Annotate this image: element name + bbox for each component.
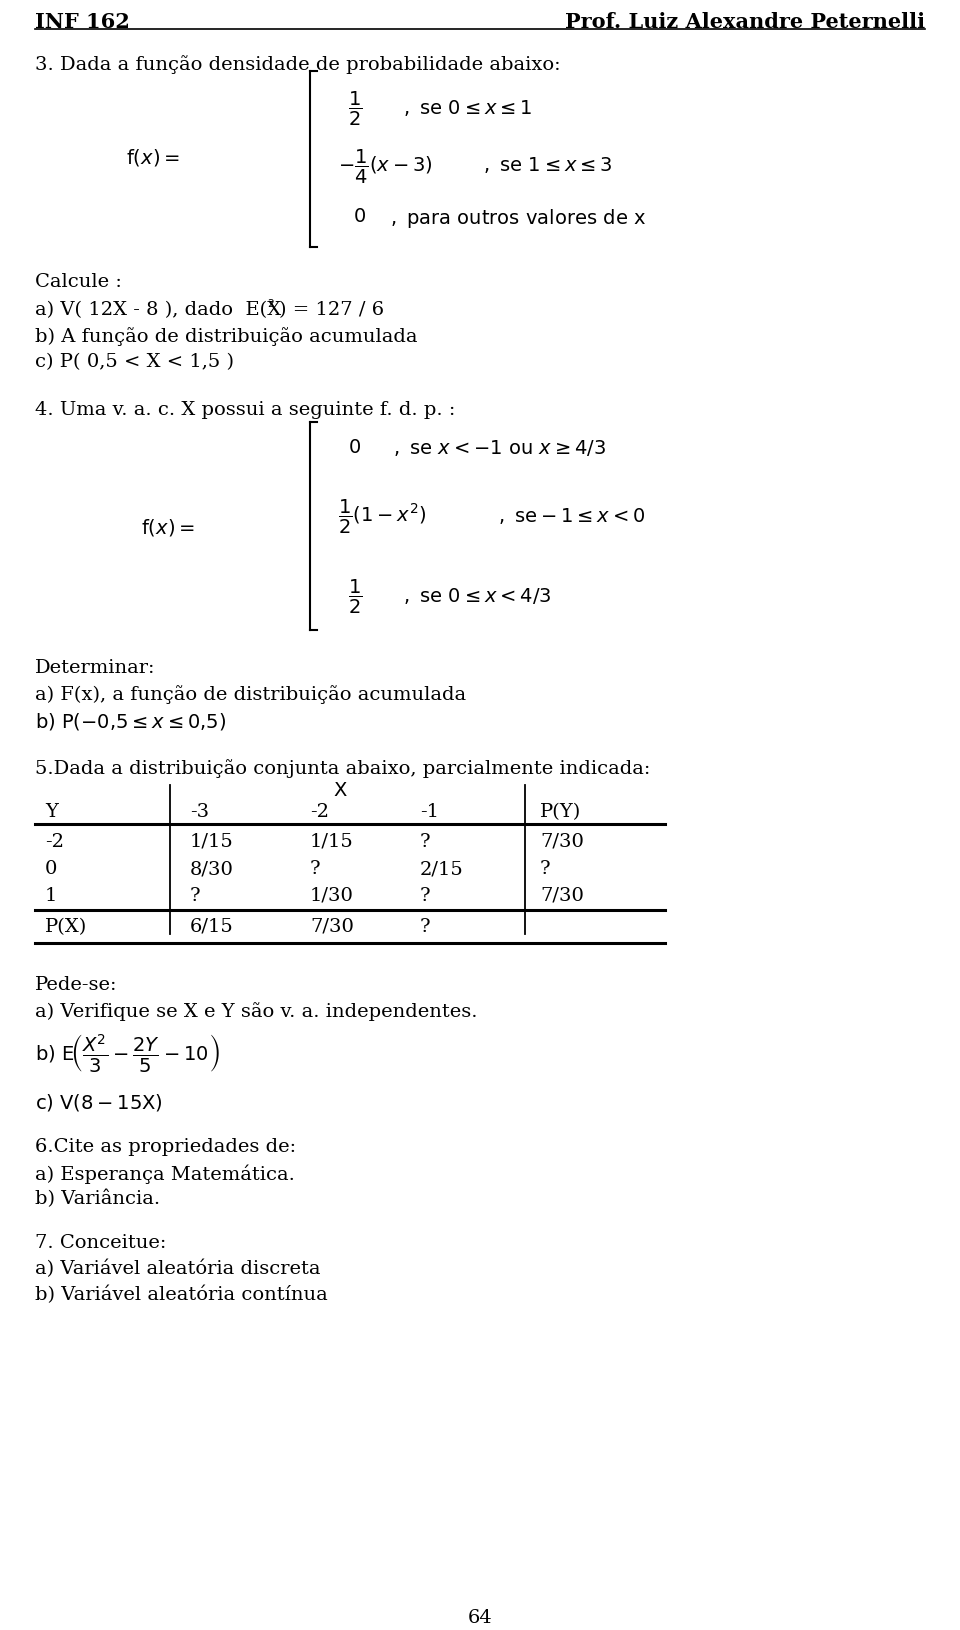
- Text: ?: ?: [420, 833, 431, 851]
- Text: 7/30: 7/30: [540, 833, 584, 851]
- Text: $, \ \mathrm{se} \ x < -1 \ \mathrm{ou} \ x \geq 4/3$: $, \ \mathrm{se} \ x < -1 \ \mathrm{ou} …: [393, 438, 607, 458]
- Text: $0$: $0$: [353, 207, 366, 227]
- Text: 6/15: 6/15: [190, 918, 233, 936]
- Text: $, \ \mathrm{para \ outros \ valores \ de \ x}$: $, \ \mathrm{para \ outros \ valores \ d…: [390, 207, 646, 230]
- Text: a) V( 12X - 8 ), dado  E(X: a) V( 12X - 8 ), dado E(X: [35, 302, 281, 319]
- Text: ?: ?: [420, 887, 431, 905]
- Text: -3: -3: [190, 802, 209, 820]
- Text: $^{2}$: $^{2}$: [267, 300, 275, 315]
- Text: $-\dfrac{1}{4}(x-3)$: $-\dfrac{1}{4}(x-3)$: [338, 148, 433, 186]
- Text: $, \ \mathrm{se} \ 1 \leq x \leq 3$: $, \ \mathrm{se} \ 1 \leq x \leq 3$: [483, 155, 612, 174]
- Text: Y: Y: [45, 802, 58, 820]
- Text: $\dfrac{1}{2}$: $\dfrac{1}{2}$: [348, 577, 363, 616]
- Text: $\mathrm{f}(x) =$: $\mathrm{f}(x) =$: [141, 517, 195, 538]
- Text: 0: 0: [45, 859, 58, 877]
- Text: P(Y): P(Y): [540, 802, 581, 820]
- Text: 6.Cite as propriedades de:: 6.Cite as propriedades de:: [35, 1138, 296, 1156]
- Text: $\mathrm{f}(x) =$: $\mathrm{f}(x) =$: [126, 147, 180, 168]
- Text: -2: -2: [310, 802, 329, 820]
- Text: $\dfrac{1}{2}(1-x^{2})$: $\dfrac{1}{2}(1-x^{2})$: [338, 497, 426, 536]
- Text: 7. Conceitue:: 7. Conceitue:: [35, 1234, 166, 1252]
- Text: INF 162: INF 162: [35, 11, 130, 33]
- Text: Prof. Luiz Alexandre Peternelli: Prof. Luiz Alexandre Peternelli: [564, 11, 925, 33]
- Text: Calcule :: Calcule :: [35, 272, 122, 290]
- Text: ?: ?: [190, 887, 201, 905]
- Text: 3. Dada a função densidade de probabilidade abaixo:: 3. Dada a função densidade de probabilid…: [35, 55, 561, 73]
- Text: c) P( 0,5 < X < 1,5 ): c) P( 0,5 < X < 1,5 ): [35, 352, 234, 370]
- Text: a) Esperança Matemática.: a) Esperança Matemática.: [35, 1164, 295, 1183]
- Text: a) Variável aleatória discreta: a) Variável aleatória discreta: [35, 1260, 321, 1278]
- Text: 2/15: 2/15: [420, 859, 464, 877]
- Text: $, \ \mathrm{se} \ 0 \leq x \leq 1$: $, \ \mathrm{se} \ 0 \leq x \leq 1$: [403, 98, 532, 117]
- Text: a) F(x), a função de distribuição acumulada: a) F(x), a função de distribuição acumul…: [35, 685, 467, 704]
- Text: Determinar:: Determinar:: [35, 659, 156, 676]
- Text: $, \ \mathrm{se} - 1 \leq x < 0$: $, \ \mathrm{se} - 1 \leq x < 0$: [498, 505, 645, 526]
- Text: Pede-se:: Pede-se:: [35, 975, 117, 993]
- Text: $, \ \mathrm{se} \ 0 \leq x < 4/3$: $, \ \mathrm{se} \ 0 \leq x < 4/3$: [403, 585, 551, 606]
- Text: 1/15: 1/15: [190, 833, 233, 851]
- Text: b) $\mathrm{E}\!\left(\dfrac{X^{2}}{3} - \dfrac{2Y}{5} - 10\right)$: b) $\mathrm{E}\!\left(\dfrac{X^{2}}{3} -…: [35, 1032, 220, 1073]
- Text: b) A função de distribuição acumulada: b) A função de distribuição acumulada: [35, 326, 418, 346]
- Text: b) $\mathrm{P}(-0{,}5 \leq x \leq 0{,}5)$: b) $\mathrm{P}(-0{,}5 \leq x \leq 0{,}5)…: [35, 711, 227, 732]
- Text: 7/30: 7/30: [540, 887, 584, 905]
- Text: $\dfrac{1}{2}$: $\dfrac{1}{2}$: [348, 90, 363, 129]
- Text: $0$: $0$: [348, 438, 361, 456]
- Text: b) Variável aleatória contínua: b) Variável aleatória contínua: [35, 1284, 327, 1304]
- Text: -2: -2: [45, 833, 64, 851]
- Text: X: X: [333, 781, 347, 799]
- Text: ) = 127 / 6: ) = 127 / 6: [279, 302, 384, 319]
- Text: P(X): P(X): [45, 918, 87, 936]
- Text: ?: ?: [310, 859, 321, 877]
- Text: b) Variância.: b) Variância.: [35, 1190, 160, 1208]
- Text: 7/30: 7/30: [310, 918, 354, 936]
- Text: -1: -1: [420, 802, 439, 820]
- Text: 1: 1: [45, 887, 58, 905]
- Text: 5.Dada a distribuição conjunta abaixo, parcialmente indicada:: 5.Dada a distribuição conjunta abaixo, p…: [35, 758, 650, 778]
- Text: ?: ?: [540, 859, 551, 877]
- Text: 8/30: 8/30: [190, 859, 234, 877]
- Text: 1/30: 1/30: [310, 887, 354, 905]
- Text: a) Verifique se X e Y são v. a. independentes.: a) Verifique se X e Y são v. a. independ…: [35, 1001, 477, 1020]
- Text: ?: ?: [420, 918, 431, 936]
- Text: c) $\mathrm{V}(8 - 15\mathrm{X})$: c) $\mathrm{V}(8 - 15\mathrm{X})$: [35, 1092, 163, 1112]
- Text: 4. Uma v. a. c. X possui a seguinte f. d. p. :: 4. Uma v. a. c. X possui a seguinte f. d…: [35, 401, 455, 419]
- Text: 1/15: 1/15: [310, 833, 353, 851]
- Text: 64: 64: [468, 1609, 492, 1627]
